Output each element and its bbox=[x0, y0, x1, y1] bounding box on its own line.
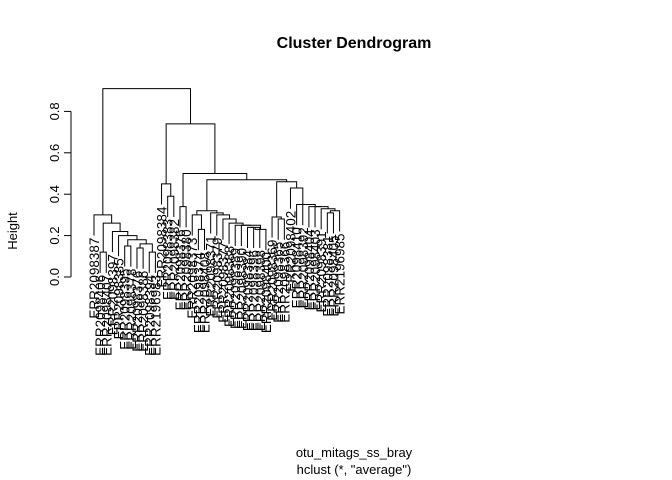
x-axis-label: otu_mitags_ss_bray bbox=[296, 445, 413, 460]
dendrogram-link bbox=[247, 226, 255, 249]
dendrogram-link bbox=[234, 224, 251, 246]
leaf-label: ERR2098389 bbox=[228, 248, 243, 329]
dendrogram-link bbox=[206, 179, 288, 211]
leaf-label: ERR2098380 bbox=[179, 229, 194, 310]
leaf-label: ERR2098384 bbox=[241, 250, 256, 332]
leaf-label: ERR2098391 bbox=[314, 231, 329, 312]
leaf-label: ERR2098396 bbox=[247, 250, 262, 331]
y-tick-label: 0.2 bbox=[47, 227, 62, 245]
dendrogram-link bbox=[250, 226, 261, 249]
leaf-label: ERR2098373 bbox=[185, 238, 200, 319]
leaf-label: ERR2098386 bbox=[136, 271, 151, 352]
leaf-label: ERR2098377 bbox=[216, 242, 231, 323]
dendrogram-link bbox=[165, 123, 216, 184]
leaf-label: ERR2098382 bbox=[167, 219, 182, 300]
dendrogram-link bbox=[102, 222, 121, 253]
leaf-label: ERR2098395 bbox=[118, 269, 133, 350]
dendrogram-link bbox=[320, 208, 336, 230]
leaf-label: ERR2098408 bbox=[198, 252, 213, 333]
dendrogram-link bbox=[127, 239, 147, 246]
leaf-label: ERR2098406 bbox=[93, 275, 108, 356]
dendrogram-link bbox=[111, 230, 129, 253]
dendrogram-link bbox=[161, 183, 172, 205]
leaf-label: ERR2098378 bbox=[124, 269, 139, 350]
leaf-label: ERR2098397 bbox=[105, 254, 120, 335]
leaf-label: ERR2098384 bbox=[155, 206, 170, 288]
dendrogram-tree bbox=[93, 88, 341, 273]
leaf-label: ERR2098376 bbox=[130, 271, 145, 352]
leaf-label: ERR2196983 bbox=[148, 275, 163, 356]
y-tick-label: 0.4 bbox=[47, 185, 62, 203]
dendrogram-link bbox=[308, 206, 322, 228]
leaf-label: ERR2098402 bbox=[283, 211, 298, 292]
leaf-label: ERR2098387 bbox=[87, 238, 102, 319]
dendrogram-link bbox=[296, 204, 309, 226]
leaf-label: ERR2098405 bbox=[326, 236, 341, 317]
leaf-labels: ERR2098387ERR2098406ERR2098407ERR2098397… bbox=[87, 206, 348, 356]
leaf-label: ERR2098390 bbox=[234, 248, 249, 329]
y-tick-label: 0.6 bbox=[47, 144, 62, 162]
y-axis: 0.0 0.2 0.4 0.6 0.8 bbox=[47, 102, 72, 286]
dendrogram-link bbox=[271, 216, 282, 238]
leaf-label: ERR2098365 bbox=[271, 242, 286, 323]
leaf-label: ERR2098376 bbox=[173, 229, 188, 310]
chart-title: Cluster Dendrogram bbox=[277, 35, 432, 52]
leaf-label: ERR2196985 bbox=[333, 233, 348, 314]
leaf-label: ERR2098398 bbox=[253, 250, 268, 331]
y-axis-label: Height bbox=[5, 212, 20, 250]
leaf-label: ERR2098394 bbox=[142, 274, 157, 356]
leaf-label: ERR2098379 bbox=[210, 238, 225, 319]
dendrogram-link bbox=[136, 247, 144, 269]
dendrogram-link bbox=[102, 88, 192, 215]
dendrogram-link bbox=[329, 210, 341, 232]
leaf-label: ERR2098403 bbox=[308, 229, 323, 310]
leaf-label: ERR2098366 bbox=[277, 242, 292, 323]
leaf-label: ERR2098400 bbox=[259, 252, 274, 333]
leaf-label: ERR2098410 bbox=[290, 227, 305, 308]
leaf-label: ERR2098383 bbox=[161, 219, 176, 300]
dendrogram-link bbox=[182, 173, 248, 207]
dendrogram-link bbox=[326, 212, 334, 234]
leaf-label: ERR2098407 bbox=[99, 275, 114, 356]
y-tick-label: 0.8 bbox=[47, 102, 62, 120]
y-tick-label: 0.0 bbox=[47, 268, 62, 286]
method-label: hclust (*, "average") bbox=[297, 462, 412, 477]
leaf-label: ERR2098371 bbox=[204, 236, 219, 317]
leaf-label: ERR2098381 bbox=[320, 236, 335, 317]
dendrogram-link bbox=[302, 204, 316, 226]
leaf-label: ERR2098404 bbox=[302, 229, 317, 311]
leaf-label: ERR2098374 bbox=[191, 252, 206, 334]
leaf-label: ERR2098392 bbox=[296, 227, 311, 308]
leaf-label: ERR2098369 bbox=[265, 240, 280, 321]
leaf-label: ERR2098385 bbox=[112, 258, 127, 339]
leaf-label: ERR2098388 bbox=[222, 246, 237, 327]
dendrogram-link bbox=[240, 224, 262, 246]
